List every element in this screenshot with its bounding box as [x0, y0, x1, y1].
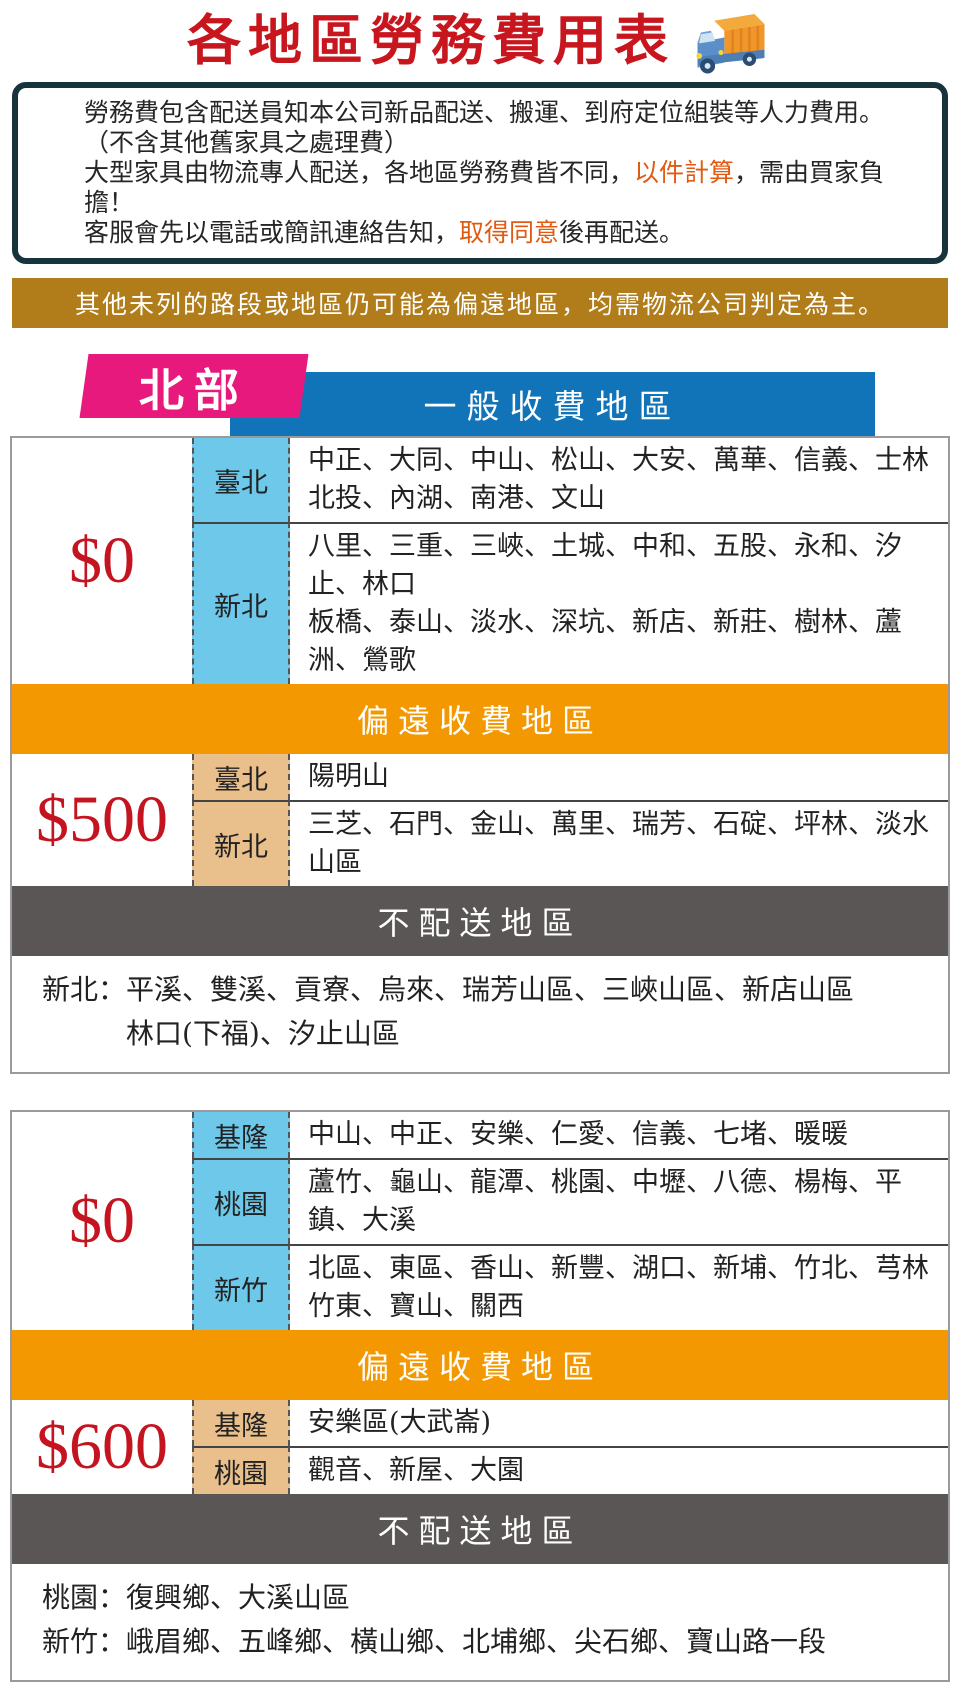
normal-fee-header: 一般收費地區 — [230, 372, 875, 436]
region-tag-north: 北部 — [79, 354, 309, 418]
delivery-truck-icon — [696, 14, 765, 74]
area-list: 北區、東區、香山、新豐、湖口、新埔、竹北、芎林 竹東、寶山、關西 — [290, 1244, 948, 1330]
no-delivery-list: 新北：平溪、雙溪、貢寮、烏來、瑞芳山區、三峽山區、新店山區 林口(下福)、汐止山… — [12, 956, 948, 1072]
remote-fee-header: 偏遠收費地區 — [12, 684, 948, 754]
price-normal: $0 — [69, 1184, 135, 1257]
remote-fee-group: $600 基隆 安樂區(大武崙) 桃園 觀音、新屋、大園 — [12, 1400, 948, 1494]
city-label: 臺北 — [192, 754, 290, 800]
price-normal: $0 — [69, 524, 135, 597]
area-list: 中正、大同、中山、松山、大安、萬華、信義、士林 北投、內湖、南港、文山 — [308, 445, 929, 514]
normal-fee-group: $0 基隆 中山、中正、安樂、仁愛、信義、七堵、暖暖 桃園 蘆竹、龜山、龍潭、桃… — [12, 1112, 948, 1330]
city-label: 新北 — [192, 522, 290, 684]
notice-line: 客服會先以電話或簡訊連絡告知，取得同意後再配送。 — [84, 218, 685, 247]
notice-line: （不含其他舊家具之處理費） — [84, 128, 410, 157]
area-list: 八里、三重、三峽、土城、中和、五股、永和、汐止、林口 板橋、泰山、淡水、深坑、新… — [290, 522, 948, 684]
area-list: 安樂區(大武崙) — [308, 1407, 492, 1438]
price-remote: $600 — [36, 1410, 168, 1483]
area-list: 蘆竹、龜山、龍潭、桃園、中壢、八德、楊梅、平鎮、大溪 — [290, 1158, 948, 1244]
area-list: 中山、中正、安樂、仁愛、信義、七堵、暖暖 — [308, 1119, 848, 1150]
normal-fee-group: $0 臺北 中正、大同、中山、松山、大安、萬華、信義、士林 北投、內湖、南港、文… — [12, 438, 948, 684]
no-delivery-line: 新竹：峨眉鄉、五峰鄉、橫山鄉、北埔鄉、尖石鄉、寶山路一段 — [42, 1625, 827, 1658]
warning-banner: 其他未列的路段或地區仍可能為偏遠地區，均需物流公司判定為主。 — [12, 278, 948, 328]
city-label: 桃園 — [192, 1158, 290, 1244]
notice-line: 大型家具由物流專人配送，各地區勞務費皆不同，以件計算，需由買家負擔！ — [84, 158, 885, 217]
city-label: 基隆 — [192, 1112, 290, 1158]
area-list: 三芝、石門、金山、萬里、瑞芳、石碇、坪林、淡水山區 — [290, 800, 948, 886]
no-delivery-list: 桃園：復興鄉、大溪山區 新竹：峨眉鄉、五峰鄉、橫山鄉、北埔鄉、尖石鄉、寶山路一段 — [12, 1564, 948, 1680]
fee-table-north-2: $0 基隆 中山、中正、安樂、仁愛、信義、七堵、暖暖 桃園 蘆竹、龜山、龍潭、桃… — [10, 1110, 950, 1682]
no-delivery-line: 新北：平溪、雙溪、貢寮、烏來、瑞芳山區、三峽山區、新店山區 — [42, 973, 855, 1006]
notice-box: 勞務費包含配送員知本公司新品配送、搬運、到府定位組裝等人力費用。 （不含其他舊家… — [12, 82, 948, 264]
city-label: 新竹 — [192, 1244, 290, 1330]
no-delivery-header: 不配送地區 — [12, 886, 948, 956]
area-list: 陽明山 — [308, 761, 389, 792]
page-title: 各地區勞務費用表 — [187, 7, 675, 72]
fee-table-north-1: $0 臺北 中正、大同、中山、松山、大安、萬華、信義、士林 北投、內湖、南港、文… — [10, 436, 950, 1074]
no-delivery-line: 桃園：復興鄉、大溪山區 — [42, 1581, 351, 1614]
city-label: 桃園 — [192, 1446, 290, 1494]
area-list: 觀音、新屋、大園 — [290, 1446, 948, 1494]
no-delivery-line: 林口(下福)、汐止山區 — [126, 1017, 400, 1050]
city-label: 基隆 — [192, 1400, 290, 1446]
notice-line: 勞務費包含配送員知本公司新品配送、搬運、到府定位組裝等人力費用。 — [84, 98, 885, 127]
no-delivery-header: 不配送地區 — [12, 1494, 948, 1564]
remote-fee-header: 偏遠收費地區 — [12, 1330, 948, 1400]
price-remote: $500 — [36, 783, 168, 856]
remote-fee-group: $500 臺北 陽明山 新北 三芝、石門、金山、萬里、瑞芳、石碇、坪林、淡水山區 — [12, 754, 948, 886]
section-gap — [0, 1074, 960, 1110]
region-header: 一般收費地區 北部 — [0, 354, 960, 436]
city-label: 臺北 — [192, 438, 290, 522]
page-header: 各地區勞務費用表 — [0, 0, 960, 82]
city-label: 新北 — [192, 800, 290, 886]
